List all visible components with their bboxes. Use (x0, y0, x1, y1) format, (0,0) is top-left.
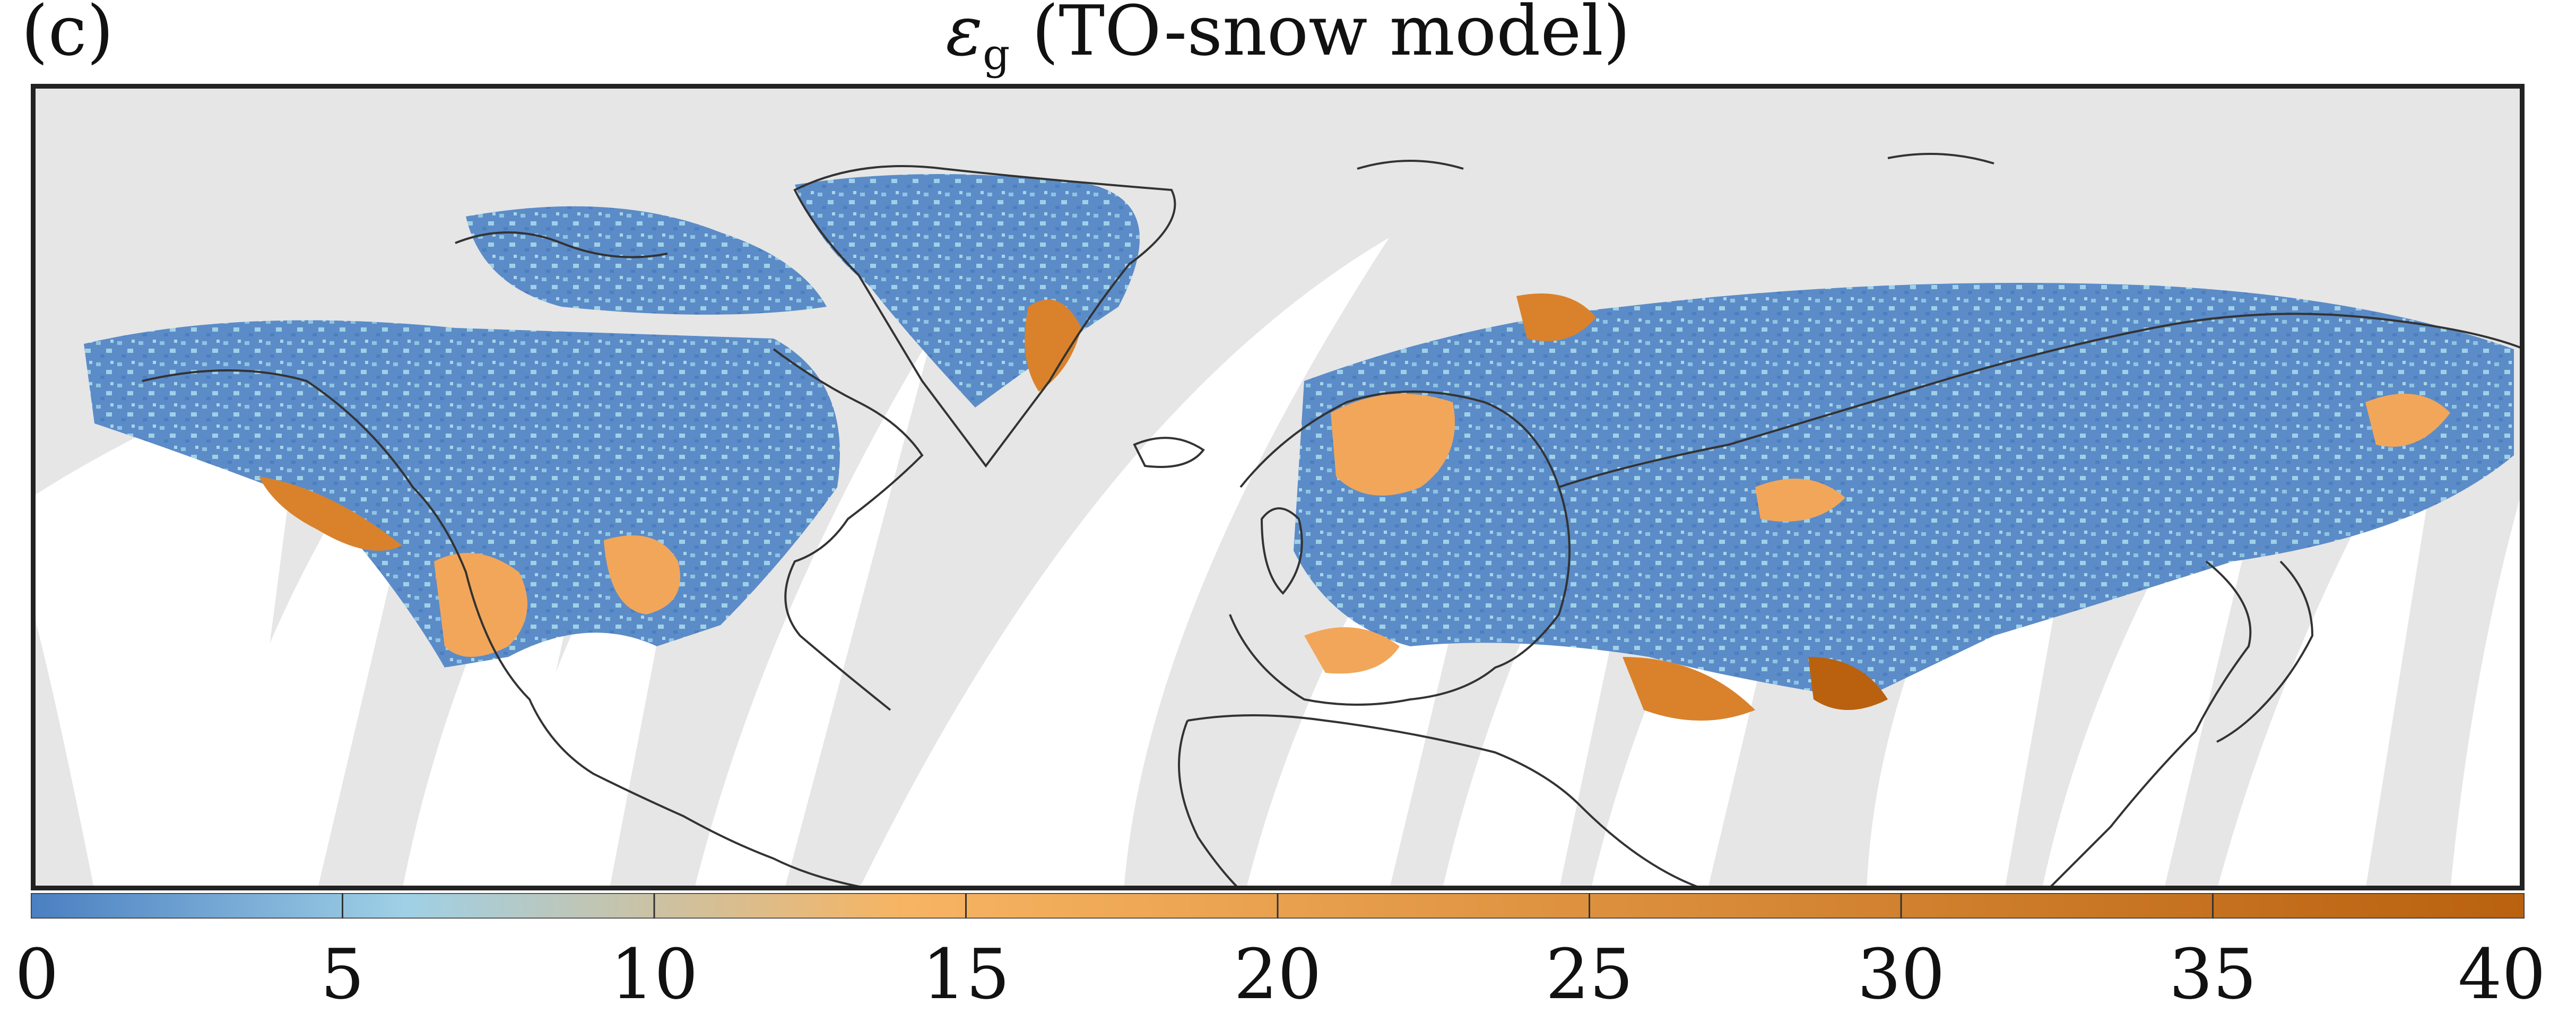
colorbar-tick-label: 35 (2169, 934, 2257, 1015)
high-value-patches (259, 293, 2450, 721)
colorbar-tick-label: 25 (1545, 934, 1634, 1015)
colorbar-ticks (31, 893, 2525, 919)
colorbar-tick-label: 40 (2458, 934, 2546, 1015)
map-title: εg (TO-snow model) (0, 0, 2576, 79)
eurasia-data (1294, 283, 2514, 699)
arctic-islands-coast (455, 153, 1994, 258)
title-subscript: g (983, 30, 1010, 79)
colorbar-tick-label: 0 (15, 934, 59, 1015)
britain-coast (1260, 507, 1303, 595)
map-frame (31, 84, 2525, 890)
panel-label: (c) (21, 0, 114, 71)
greenland-coast (793, 165, 1176, 468)
japan-coast (2216, 560, 2314, 743)
colorbar-tick-label: 30 (1857, 934, 1945, 1015)
world-map (31, 84, 2525, 890)
valid-data-regions (84, 174, 2514, 721)
coastlines (142, 153, 2525, 890)
colorbar-tick-label: 15 (922, 934, 1010, 1015)
europe-asia-coast (1229, 313, 2525, 890)
title-variable: ε (946, 0, 983, 71)
colorbar-tick-label: 5 (320, 934, 365, 1015)
africa-coast (1178, 714, 1708, 890)
colorbar-tick-label: 10 (610, 934, 698, 1015)
colorbar-tick-label: 20 (1234, 934, 1322, 1015)
colorbar (31, 893, 2525, 919)
canadian-arctic-data (466, 206, 827, 315)
title-model: (TO-snow model) (1031, 0, 1630, 71)
iceland-coast (1133, 437, 1205, 468)
north-america-coast (142, 348, 924, 890)
